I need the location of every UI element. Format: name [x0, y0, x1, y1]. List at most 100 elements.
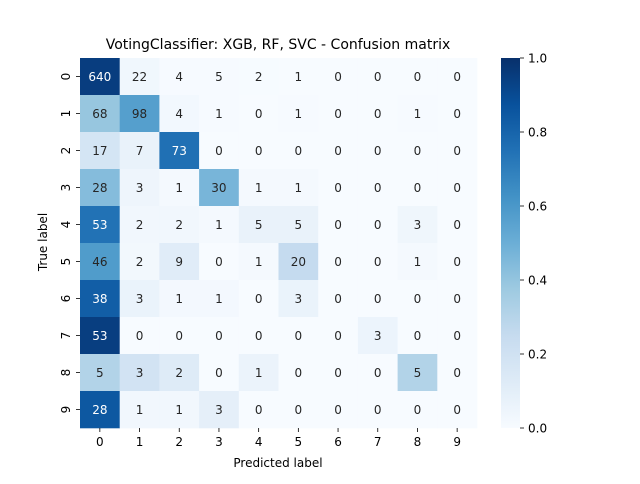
heatmap-cell	[238, 391, 279, 429]
heatmap-cell	[397, 95, 438, 133]
cell-value-label: 0	[453, 292, 461, 306]
cell-value-label: 0	[374, 70, 382, 84]
heatmap-cell	[318, 206, 359, 244]
heatmap-cell	[318, 317, 359, 355]
cell-value-label: 0	[334, 218, 342, 232]
heatmap-cell	[119, 95, 160, 133]
cell-value-label: 0	[255, 403, 263, 417]
cell-value-label: 0	[295, 329, 303, 343]
cell-value-label: 0	[334, 181, 342, 195]
heatmap-cell	[80, 58, 120, 96]
cell-value-label: 1	[175, 292, 183, 306]
heatmap-cell	[238, 169, 279, 207]
cell-value-label: 0	[414, 403, 422, 417]
heatmap-cell	[80, 280, 120, 318]
x-tick-label: 6	[334, 435, 342, 449]
heatmap-cell	[357, 391, 398, 429]
heatmap-cell	[119, 354, 160, 392]
cell-value-label: 3	[136, 181, 144, 195]
cell-value-label: 0	[453, 218, 461, 232]
heatmap-cell	[437, 243, 478, 281]
heatmap-cell	[278, 354, 319, 392]
colorbar-tick-label: 0.0	[528, 422, 547, 436]
heatmap-cell	[199, 95, 240, 133]
y-tick-label: 6	[59, 295, 73, 303]
cell-value-label: 22	[132, 70, 147, 84]
heatmap-cell	[357, 317, 398, 355]
chart-title: VotingClassifier: XGB, RF, SVC - Confusi…	[106, 37, 451, 53]
heatmap-cell	[318, 243, 359, 281]
cell-value-label: 4	[175, 107, 183, 121]
cell-value-label: 640	[88, 70, 111, 84]
heatmap-cell	[278, 132, 319, 170]
cell-value-label: 0	[453, 329, 461, 343]
cell-value-label: 46	[92, 255, 107, 269]
cell-value-label: 17	[92, 144, 107, 158]
cell-value-label: 0	[453, 144, 461, 158]
heatmap-cells	[80, 58, 478, 429]
heatmap-cell	[278, 243, 319, 281]
y-tick-label: 5	[59, 258, 73, 266]
cell-value-label: 0	[334, 144, 342, 158]
y-tick-label: 1	[59, 110, 73, 118]
heatmap-cell	[80, 95, 120, 133]
cell-value-label: 28	[92, 181, 107, 195]
heatmap-cell	[80, 206, 120, 244]
heatmap-cell	[238, 280, 279, 318]
heatmap-cell	[397, 280, 438, 318]
heatmap-cell	[119, 317, 160, 355]
x-tick-label: 0	[96, 435, 104, 449]
heatmap-cell	[437, 317, 478, 355]
heatmap-cell	[159, 95, 200, 133]
heatmap-cell	[119, 206, 160, 244]
heatmap-cell	[238, 317, 279, 355]
heatmap-cell	[397, 58, 438, 96]
x-tick-label: 9	[453, 435, 461, 449]
cell-value-label: 2	[136, 218, 144, 232]
heatmap-cell	[159, 132, 200, 170]
heatmap-cell	[238, 354, 279, 392]
cell-value-label: 0	[374, 366, 382, 380]
heatmap-cell	[397, 317, 438, 355]
x-tick-label: 5	[295, 435, 303, 449]
cell-value-label: 1	[295, 107, 303, 121]
cell-value-label: 5	[255, 218, 263, 232]
heatmap-cell	[278, 317, 319, 355]
colorbar-tick-label: 1.0	[528, 52, 547, 66]
heatmap-cell	[199, 206, 240, 244]
heatmap-cell	[238, 243, 279, 281]
heatmap-cell	[278, 95, 319, 133]
cell-value-label: 0	[374, 107, 382, 121]
heatmap-cell	[80, 243, 120, 281]
heatmap-cell	[318, 391, 359, 429]
cell-value-label: 1	[414, 255, 422, 269]
x-tick-label: 2	[175, 435, 183, 449]
heatmap-cell	[278, 391, 319, 429]
cell-value-label: 53	[92, 329, 107, 343]
cell-value-label: 53	[92, 218, 107, 232]
heatmap-cell	[437, 58, 478, 96]
cell-value-label: 0	[255, 144, 263, 158]
cell-value-label: 1	[136, 403, 144, 417]
cell-value-label: 1	[175, 403, 183, 417]
heatmap-cell	[159, 206, 200, 244]
cell-value-label: 0	[374, 292, 382, 306]
cell-value-label: 98	[132, 107, 147, 121]
cell-value-label: 3	[136, 366, 144, 380]
heatmap-cell	[80, 132, 120, 170]
heatmap-cell	[199, 317, 240, 355]
cell-value-label: 0	[414, 329, 422, 343]
colorbar-tick-label: 0.6	[528, 200, 547, 214]
heatmap-cell	[437, 95, 478, 133]
cell-value-label: 3	[374, 329, 382, 343]
heatmap-cell	[437, 206, 478, 244]
colorbar-gradient	[501, 58, 520, 428]
cell-value-label: 0	[215, 329, 223, 343]
cell-value-label: 0	[215, 366, 223, 380]
heatmap-cell	[119, 58, 160, 96]
x-tick-label: 3	[215, 435, 223, 449]
cell-value-label: 0	[414, 70, 422, 84]
cell-value-label: 0	[334, 403, 342, 417]
